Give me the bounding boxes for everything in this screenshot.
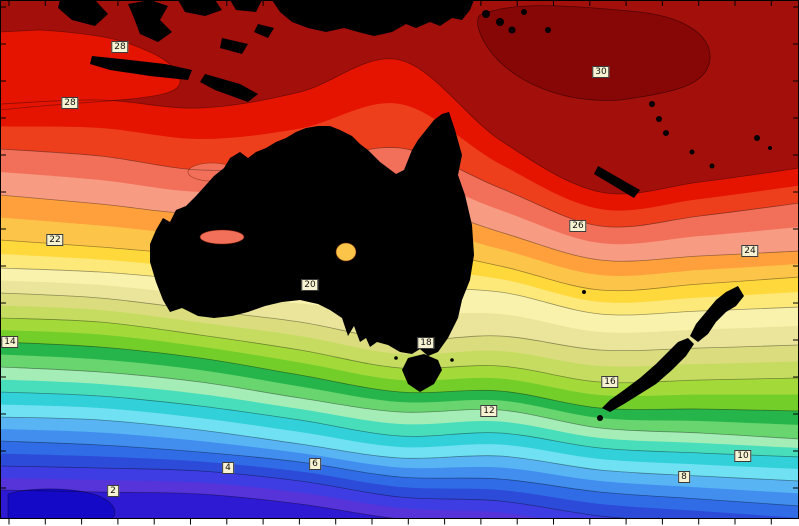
inland-lake-west — [199, 229, 245, 245]
contour-line-10 — [0, 391, 799, 458]
pacific-islet-2 — [709, 163, 715, 169]
bass-strait-islet-2 — [394, 356, 398, 360]
bass-strait-islet-1 — [450, 358, 454, 362]
contour-line-12 — [0, 366, 799, 440]
tasmania-landmass — [402, 354, 442, 392]
indonesia-island-5 — [220, 38, 248, 54]
warm-pool-30c — [477, 5, 711, 101]
new-zealand-south-island — [602, 338, 694, 412]
pacific-islet-1 — [689, 149, 695, 155]
cold-pool-bottom-left — [7, 488, 116, 520]
sst-band-below-2 — [0, 490, 516, 526]
contour-line-6 — [0, 440, 799, 507]
bottom-margin-strip — [0, 519, 799, 526]
indonesia-island-2 — [128, 0, 172, 42]
lake-eyre — [335, 242, 357, 262]
contour-line-8 — [0, 416, 799, 482]
indonesia-island-4 — [200, 74, 258, 102]
indonesia-island-7 — [178, 0, 222, 16]
vanuatu-island-1 — [649, 101, 655, 107]
solomon-island-5 — [545, 27, 551, 33]
vanuatu-island-2 — [656, 116, 662, 122]
contour-line-28 — [0, 58, 799, 195]
solomon-island-3 — [508, 26, 516, 34]
indonesia-island-3 — [90, 56, 192, 80]
new-guinea-landmass — [272, 0, 474, 36]
solomon-island-4 — [521, 9, 527, 15]
new-caledonia-landmass — [594, 166, 640, 198]
contour-line-14 — [0, 341, 799, 412]
landmasses — [58, 0, 772, 421]
vanuatu-island-3 — [663, 130, 669, 136]
norfolk-island — [582, 290, 586, 294]
solomon-island-1 — [482, 10, 490, 18]
australia-landmass — [150, 112, 474, 356]
fiji-island-1 — [754, 135, 760, 141]
indonesia-island-8 — [230, 0, 262, 12]
stewart-island — [597, 415, 603, 421]
contour-line-16 — [0, 317, 799, 384]
indonesia-island-1 — [58, 0, 108, 26]
anomaly-patches — [0, 5, 711, 520]
new-zealand-north-island — [690, 286, 744, 342]
indonesia-island-6 — [254, 24, 274, 38]
fiji-island-2 — [768, 146, 772, 150]
solomon-island-2 — [496, 18, 504, 26]
inland-lakes — [199, 229, 357, 262]
contour-line-26 — [0, 147, 799, 228]
